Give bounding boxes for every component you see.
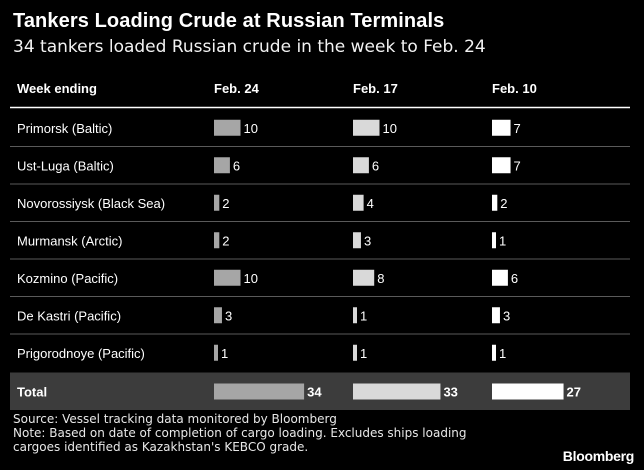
bar-value-label: 6 <box>233 158 240 173</box>
note-line-2: cargoes identified as Kazakhstan's KEBCO… <box>13 440 309 454</box>
bar <box>492 194 498 211</box>
row-label: Primorsk (Baltic) <box>17 121 112 136</box>
bar-value-label: 1 <box>499 346 506 361</box>
bar-value-label: 2 <box>222 233 229 248</box>
note-line-1: Note: Based on date of completion of car… <box>13 426 467 440</box>
bar <box>214 194 220 211</box>
column-header-1: Feb. 24 <box>214 81 260 96</box>
bar <box>214 119 241 136</box>
bar <box>214 307 222 324</box>
bar-value-label: 6 <box>511 271 518 286</box>
row-header-label: Week ending <box>17 81 97 96</box>
row-label: De Kastri (Pacific) <box>17 308 121 323</box>
bar <box>214 344 218 361</box>
bar <box>214 157 230 174</box>
bar-value-label: 3 <box>503 308 510 323</box>
row-label: Ust-Luga (Baltic) <box>17 158 114 173</box>
bar-value-label: 1 <box>499 233 506 248</box>
bar-value-label: 7 <box>514 158 521 173</box>
bar-value-label: 7 <box>514 121 521 136</box>
bar <box>353 157 369 174</box>
bar <box>492 232 496 249</box>
total-bar <box>353 383 441 400</box>
bar-value-label: 3 <box>364 233 371 248</box>
bar <box>492 157 511 174</box>
bar <box>353 232 361 249</box>
column-header-3: Feb. 10 <box>492 81 537 96</box>
bar-table-chart: Week ending Feb. 24 Feb. 17 Feb. 10 Primorsk… <box>10 81 630 410</box>
total-value-label: 27 <box>567 385 581 400</box>
bar <box>353 307 357 324</box>
column-header-2: Feb. 17 <box>353 81 398 96</box>
bar <box>353 344 357 361</box>
row-label: Kozmino (Pacific) <box>17 271 118 286</box>
bar <box>214 232 220 249</box>
bar-value-label: 3 <box>225 308 232 323</box>
bar <box>353 194 364 211</box>
bar-value-label: 10 <box>244 121 258 136</box>
bar-value-label: 1 <box>360 346 367 361</box>
bar-value-label: 2 <box>222 196 229 211</box>
chart-title: Tankers Loading Crude at Russian Termina… <box>13 10 445 32</box>
bar-value-label: 2 <box>500 196 507 211</box>
bar <box>214 269 241 286</box>
bar-value-label: 4 <box>367 196 374 211</box>
bar <box>353 269 375 286</box>
total-value-label: 34 <box>307 385 322 400</box>
bar-value-label: 1 <box>360 308 367 323</box>
bar-value-label: 6 <box>372 158 379 173</box>
bar-value-label: 1 <box>221 346 228 361</box>
bar-value-label: 8 <box>377 271 384 286</box>
bar <box>492 119 511 136</box>
bar <box>492 269 508 286</box>
bar <box>492 344 496 361</box>
total-label: Total <box>17 385 47 400</box>
row-label: Prigorodnoye (Pacific) <box>17 346 145 361</box>
footnotes: Source: Vessel tracking data monitored b… <box>13 412 467 454</box>
bloomberg-logo: Bloomberg <box>562 448 635 464</box>
bar <box>353 119 380 136</box>
bar-value-label: 10 <box>383 121 397 136</box>
chart-subtitle: 34 tankers loaded Russian crude in the w… <box>13 37 486 57</box>
total-bar <box>492 383 564 400</box>
total-bar <box>214 383 305 400</box>
source-note: Source: Vessel tracking data monitored b… <box>13 412 337 426</box>
row-label: Novorossiysk (Black Sea) <box>17 196 165 211</box>
bar-value-label: 10 <box>244 271 258 286</box>
total-value-label: 33 <box>443 385 457 400</box>
row-label: Murmansk (Arctic) <box>17 233 122 248</box>
bar <box>492 307 500 324</box>
